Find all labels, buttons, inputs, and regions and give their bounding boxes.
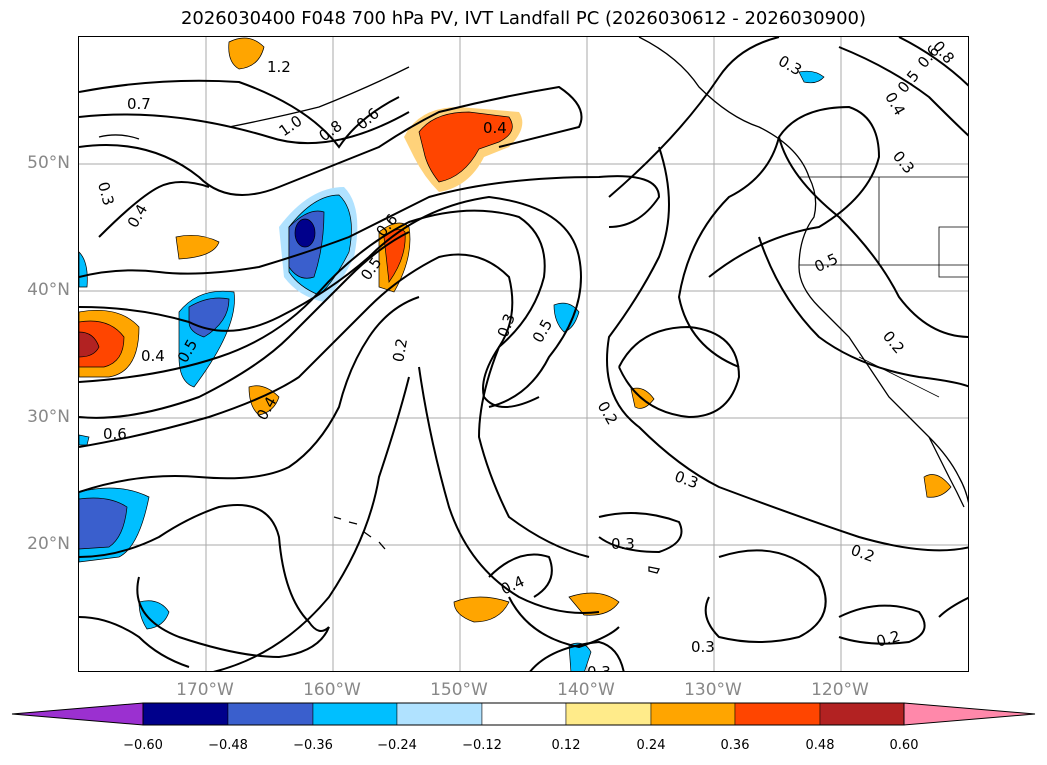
pv-shading <box>79 37 952 671</box>
lat-label: 30°N <box>27 407 70 427</box>
colorbar-tick: −0.36 <box>293 738 333 753</box>
colorbar-cell <box>734 702 821 726</box>
lon-label: 150°W <box>430 680 488 700</box>
colorbar-cell <box>312 702 398 726</box>
colorbar-cell <box>481 702 567 726</box>
contour-label: 1.2 <box>267 58 291 76</box>
contour-label: 0.4 <box>124 201 152 231</box>
colorbar-tick: −0.24 <box>377 738 417 753</box>
contour-label: 0.6 <box>103 425 127 443</box>
lon-label: 140°W <box>557 680 615 700</box>
map-svg: 1.2 1.0 0.8 0.6 0.7 0.4 0.3 0.4 0.6 0.5 … <box>79 37 968 672</box>
contour-label: 0.4 <box>498 572 527 598</box>
colorbar-tick: −0.12 <box>462 738 502 753</box>
colorbar-cell <box>142 702 229 726</box>
colorbar-cell <box>227 702 314 726</box>
contour-label: 0.7 <box>127 95 151 113</box>
lon-label: 170°W <box>176 680 234 700</box>
contour-label: 0.3 <box>611 535 635 553</box>
colorbar-tick: −0.48 <box>208 738 248 753</box>
contour-label: 0.2 <box>874 627 902 651</box>
colorbar-cell <box>396 702 483 726</box>
lat-label: 20°N <box>27 534 70 554</box>
plot-title: 2026030400 F048 700 hPa PV, IVT Landfall… <box>180 8 867 29</box>
colorbar-tick: 0.60 <box>889 738 919 753</box>
colorbar-tick: −0.60 <box>123 738 163 753</box>
contour-label: 0.5 <box>529 316 557 346</box>
contour-label: 0.3 <box>587 663 611 672</box>
lon-label: 130°W <box>684 680 742 700</box>
contour-label: 0.2 <box>879 327 908 357</box>
colorbar-tick: 0.12 <box>551 738 581 753</box>
contour-label: 0.5 <box>812 250 841 276</box>
colorbar-tick: 0.48 <box>805 738 835 753</box>
contour-label: 0.3 <box>691 638 715 656</box>
lon-label: 120°W <box>811 680 869 700</box>
lat-label: 40°N <box>27 280 70 300</box>
contour-label: 0.4 <box>483 119 507 137</box>
colorbar-arrow-right <box>903 702 1036 726</box>
colorbar-cell <box>819 702 905 726</box>
contour-label: 0.3 <box>889 147 918 177</box>
contour-label: 0.3 <box>94 180 118 208</box>
colorbar-arrow-left <box>11 702 144 726</box>
contour-label: 0.2 <box>389 337 411 364</box>
colorbar-tick: 0.24 <box>636 738 666 753</box>
contour-label: 0.4 <box>141 347 165 365</box>
contour-label: 0.8 <box>316 117 346 145</box>
pv-contours <box>79 37 968 671</box>
lat-label: 50°N <box>27 153 70 173</box>
lon-label: 160°W <box>303 680 361 700</box>
colorbar <box>11 702 1036 726</box>
contour-label: 0.3 <box>494 311 519 340</box>
colorbar-tick: 0.36 <box>720 738 750 753</box>
coastlines <box>98 37 968 574</box>
colorbar-cell <box>650 702 736 726</box>
political-borders <box>799 176 968 398</box>
contour-label: 0.3 <box>672 467 701 492</box>
colorbar-cell <box>565 702 652 726</box>
map-panel: 1.2 1.0 0.8 0.6 0.7 0.4 0.3 0.4 0.6 0.5 … <box>78 36 969 672</box>
